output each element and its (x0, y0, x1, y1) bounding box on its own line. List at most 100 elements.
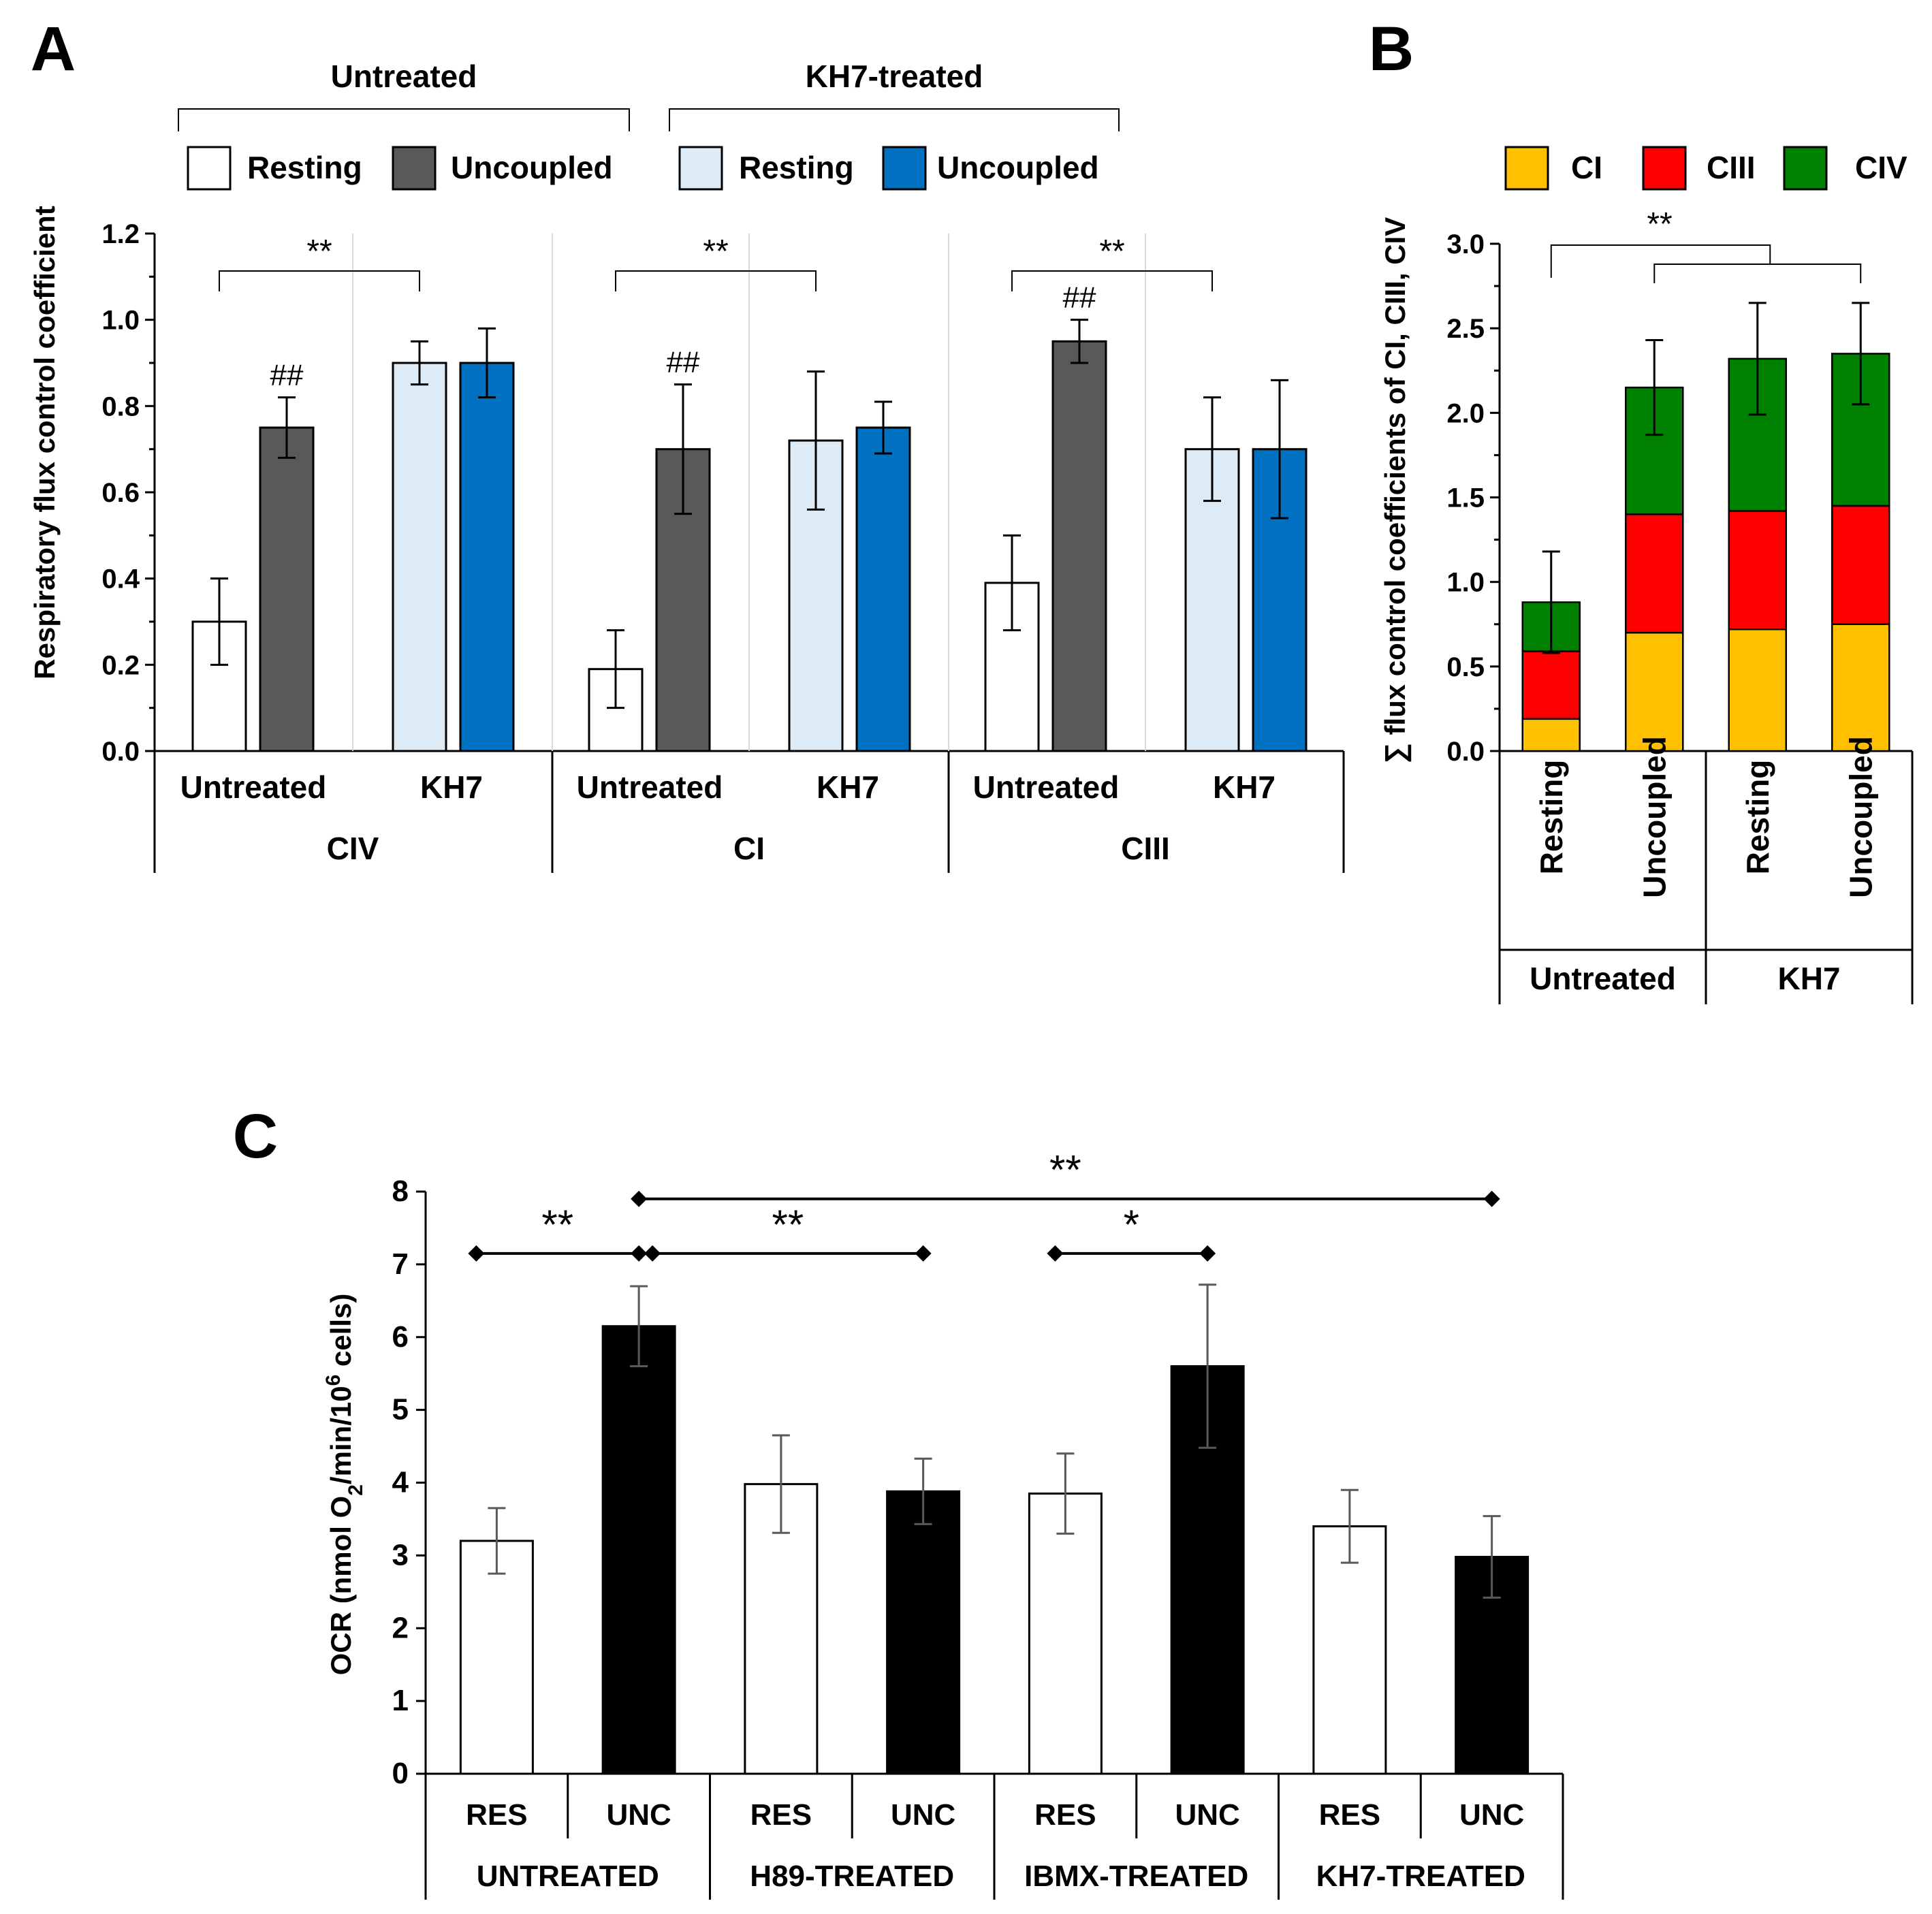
comparison-marker (1199, 1245, 1216, 1262)
stacked-bar-segment (1831, 623, 1890, 752)
y-tick-label: 3.0 (1446, 229, 1485, 259)
panel-label: B (1369, 14, 1414, 84)
significance-bracket (1011, 270, 1213, 291)
legend-label: Uncoupled (451, 150, 613, 185)
x-group-label: CIII (1121, 831, 1170, 866)
x-category-label: UNC (1459, 1798, 1524, 1832)
stacked-bar-segment (1728, 510, 1787, 631)
stacked-bar-segment (1728, 628, 1787, 752)
legend-label: Resting (247, 150, 362, 185)
comparison-marker (631, 1190, 648, 1207)
y-axis-label-part: cells) (325, 1294, 357, 1375)
comparison-marker (1483, 1190, 1500, 1207)
y-axis-label: Respiratory flux control coefficient (29, 206, 61, 679)
bar (1051, 340, 1107, 752)
y-tick-label: 1.0 (1446, 568, 1485, 598)
y-tick-label: 1.2 (101, 219, 140, 249)
x-subgroup-label: KH7 (1213, 769, 1276, 805)
comparison-marker (631, 1245, 648, 1262)
y-axis-label: ∑ flux control coefficients of CI, CIII,… (1379, 217, 1412, 763)
x-category-label: UNC (1175, 1798, 1239, 1832)
treatment-header: KH7-treated (806, 59, 983, 94)
bar (1028, 1493, 1103, 1775)
y-tick-label: 8 (392, 1175, 409, 1208)
y-tick-label: 4 (392, 1466, 409, 1499)
significance-bracket (1550, 244, 1771, 278)
x-category-label: UNC (606, 1798, 671, 1832)
treatment-bracket (669, 108, 1120, 131)
stacked-bar-segment (1625, 631, 1684, 752)
y-axis-label: OCR (nmol O2/min/106 cells) (322, 1294, 367, 1676)
significance-bracket (219, 270, 420, 291)
panel-a-chart: A Respiratory flux control coefficient 0.0… (29, 14, 1345, 873)
hash-mark: ## (667, 346, 700, 379)
comparison-label: ** (1049, 1147, 1081, 1193)
x-category-label: RES (466, 1798, 527, 1832)
x-group-label: H89-TREATED (750, 1860, 954, 1893)
panel-b-chart: B ∑ flux control coefficients of CI, CIII… (1369, 14, 1914, 1004)
significance-mark: ** (306, 234, 332, 270)
y-tick-label: 1.5 (1446, 483, 1485, 513)
y-axis-label-part: OCR (nmol O (325, 1496, 357, 1676)
panel-label: C (233, 1102, 278, 1171)
x-category-label: RES (750, 1798, 812, 1832)
x-category-label: RES (1034, 1798, 1096, 1832)
legend-label: CIII (1707, 150, 1756, 185)
bar (459, 362, 515, 752)
comparison-label: * (1124, 1202, 1139, 1247)
legend-label: CIV (1855, 150, 1907, 185)
x-category-label: Resting (1534, 760, 1569, 875)
bar (459, 1540, 534, 1775)
y-tick-label: 7 (392, 1247, 409, 1281)
legend-swatch (1642, 146, 1687, 191)
x-group-label: KH7-TREATED (1316, 1860, 1525, 1893)
legend-swatch (882, 146, 927, 191)
panel-label: A (31, 14, 76, 84)
x-group-label: IBMX-TREATED (1024, 1860, 1248, 1893)
x-category-label: Uncoupled (1636, 736, 1672, 898)
bar (788, 439, 844, 752)
comparison-marker (1047, 1245, 1064, 1262)
y-tick-label: 2.5 (1446, 314, 1485, 344)
hash-mark: ## (1063, 281, 1096, 315)
significance-mark: ** (1647, 206, 1672, 242)
hash-mark: ## (270, 359, 304, 392)
treatment-bracket (178, 108, 630, 131)
x-group-label: CI (733, 831, 765, 866)
legend-swatch (187, 146, 232, 191)
y-tick-label: 0.8 (101, 392, 140, 421)
stacked-bar-segment (1831, 505, 1890, 626)
comparison-label: ** (772, 1202, 804, 1247)
y-tick-label: 0.0 (101, 737, 140, 767)
bar (886, 1490, 961, 1775)
y-axis-label-part: 2 (345, 1484, 367, 1496)
bar (601, 1325, 676, 1775)
y-tick-label: 0.5 (1446, 652, 1485, 682)
y-tick-label: 2.0 (1446, 398, 1485, 428)
comparison-marker (468, 1245, 485, 1262)
y-tick-label: 5 (392, 1393, 409, 1426)
x-group-label: UNTREATED (477, 1860, 659, 1893)
y-tick-label: 2 (392, 1611, 409, 1644)
bar (1455, 1556, 1530, 1775)
legend-swatch (678, 146, 723, 191)
y-tick-label: 0.6 (101, 478, 140, 508)
legend-swatch (1504, 146, 1549, 191)
legend-label: CI (1571, 150, 1602, 185)
treatment-header: Untreated (331, 59, 477, 94)
comparison-marker (915, 1245, 932, 1262)
y-tick-label: 0.4 (101, 564, 140, 594)
y-axis-label-part: 6 (322, 1375, 345, 1386)
y-tick-label: 6 (392, 1320, 409, 1354)
stacked-bar-segment (1625, 513, 1684, 634)
x-group-label: KH7 (1777, 961, 1840, 996)
x-group-label: CIV (327, 831, 379, 866)
legend-swatch (1783, 146, 1828, 191)
legend-swatch (392, 146, 437, 191)
y-tick-label: 1.0 (101, 306, 140, 336)
x-subgroup-label: Untreated (180, 769, 327, 805)
x-subgroup-label: KH7 (817, 769, 879, 805)
significance-mark: ** (703, 234, 728, 270)
